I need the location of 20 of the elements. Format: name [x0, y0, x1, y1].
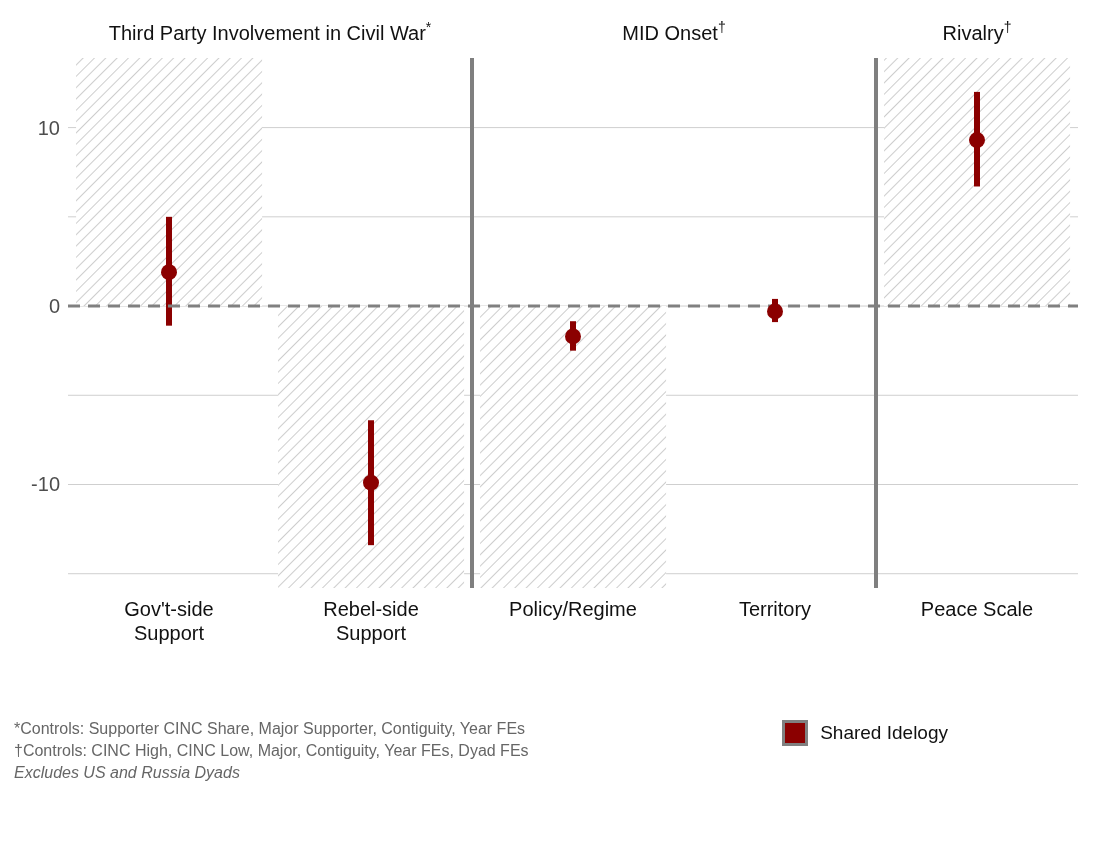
text: †Controls: CINC High, CINC Low, Major, Contiguity, Year FEs, Dyad FEs [14, 741, 529, 761]
legend-label: Shared Idelogy [820, 722, 948, 744]
x-tick-label: Peace Scale [920, 598, 1034, 620]
text: *Controls: Supporter CINC Share, Major Supporter, Contiguity, Year FEs [14, 719, 527, 739]
text: MID Onset$^{†}$ [622, 19, 726, 44]
y-tick-label: 10 [37, 116, 60, 139]
point [969, 132, 985, 149]
x-tick-label: Gov't-side Support [124, 598, 214, 644]
y-tick-label: -10 [31, 473, 60, 496]
point [767, 303, 783, 320]
text: Excludes US and Russia Dyads [14, 763, 241, 783]
point [565, 328, 581, 345]
point [161, 264, 177, 281]
point [363, 474, 379, 491]
x-tick-label: Policy/Regime [509, 598, 637, 620]
x-tick-label: Territory [738, 598, 812, 620]
x-tick-label: Rebel-side Support [323, 598, 419, 644]
text: Third Party Involvement in Civil War$^{*}$ [108, 19, 432, 44]
text: Rivalry$^{†}$ [942, 19, 1012, 44]
y-tick-label: 0 [48, 295, 60, 318]
